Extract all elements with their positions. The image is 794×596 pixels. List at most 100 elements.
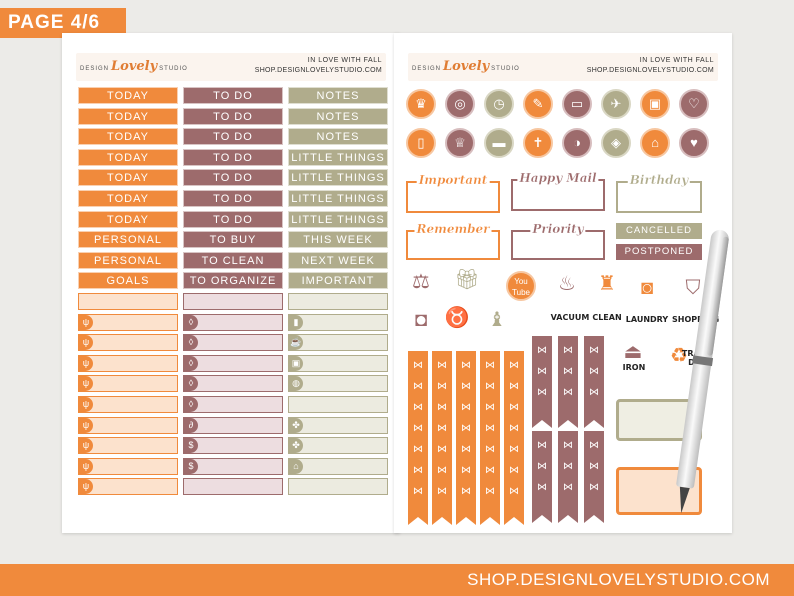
spray-bottle-icon: ♜: [598, 273, 616, 295]
label-sticker: TO BUY: [183, 231, 283, 249]
dollar-icon: $: [184, 438, 198, 454]
column-orange: TODAY TODAY TODAY TODAY TODAY TODAY TODA…: [78, 87, 178, 499]
meal-box-sticker: ψ: [78, 375, 178, 393]
iron-caption: IRON: [622, 363, 646, 372]
fork-knife-icon: ψ: [79, 438, 93, 454]
blank-box-sticker: [288, 478, 388, 496]
piggy-bank-icon: ♉: [444, 307, 470, 329]
happy-mail-box-sticker: Happy Mail: [511, 171, 605, 211]
fuel-box-sticker: ▮: [288, 313, 388, 331]
label-sticker: NOTES: [288, 87, 388, 104]
bow-flag-sticker: ⋈ ⋈ ⋈: [584, 336, 604, 428]
fork-knife-icon: ψ: [79, 314, 93, 330]
scale-icon: ⚖: [412, 271, 430, 293]
label-sticker: PERSONAL: [78, 231, 178, 249]
dentist-box-sticker: ⌂: [288, 457, 388, 475]
label-sticker: TO DO: [183, 148, 283, 166]
alarm-clock-icon: ◷: [484, 89, 514, 119]
book-icon: ✝: [523, 128, 553, 158]
trash-can-icon: ♻: [670, 345, 688, 367]
column-sage: NOTES NOTES NOTES LITTLE THINGS LITTLE T…: [288, 87, 388, 499]
water-bottle-icon: ◊: [184, 376, 198, 392]
label-sticker: NOTES: [288, 107, 388, 125]
bow-flag-sticker: ⋈ ⋈ ⋈: [532, 431, 552, 523]
brand-logo: DESIGN Lovely STUDIO: [80, 59, 188, 74]
label-sticker: TO DO: [183, 87, 283, 104]
fork-knife-icon: ψ: [79, 376, 93, 392]
youtube-icon: You Tube: [506, 271, 536, 301]
tablet-icon: ▯: [406, 128, 436, 158]
label-sticker: NEXT WEEK: [288, 251, 388, 269]
water-bottle-icon: ◊: [184, 396, 198, 412]
meal-box-sticker: ψ: [78, 416, 178, 434]
bow-flag-sticker: ⋈ ⋈ ⋈ ⋈ ⋈ ⋈ ⋈: [480, 351, 500, 525]
bow-flag-sticker: ⋈ ⋈ ⋈ ⋈ ⋈ ⋈ ⋈: [504, 351, 524, 525]
dollar-icon: $: [184, 458, 198, 474]
label-sticker: NOTES: [288, 128, 388, 146]
bow-flag-sticker: ⋈ ⋈ ⋈: [558, 431, 578, 523]
label-sticker: PERSONAL: [78, 251, 178, 269]
stethoscope-icon: ∂: [184, 417, 198, 433]
label-sticker: THIS WEEK: [288, 231, 388, 249]
doctor-box-sticker: ∂: [183, 416, 283, 434]
label-sticker: TODAY: [78, 128, 178, 146]
cancelled-banner: CANCELLED: [616, 223, 702, 239]
label-sticker: LITTLE THINGS: [288, 210, 388, 228]
washing-machine-icon: ◙: [640, 277, 654, 299]
iron-icon: ⏏: [623, 341, 643, 363]
present-icon: 🎁︎: [454, 269, 480, 291]
sheet-url: SHOP.DESIGNLOVELYSTUDIO.COM: [586, 67, 714, 74]
sheet-title: IN LOVE WITH FALL: [639, 57, 714, 64]
bow-flag-sticker: ⋈ ⋈ ⋈: [532, 336, 552, 428]
label-sticker: LITTLE THINGS: [288, 189, 388, 207]
clean-caption: CLEAN: [592, 313, 622, 322]
blank-box-sticker: [183, 478, 283, 496]
important-box-sticker: Important: [406, 173, 500, 213]
blank-box-sticker: [288, 292, 388, 310]
meal-box-sticker: ψ: [78, 354, 178, 372]
water-box-sticker: ◊: [183, 375, 283, 393]
birthday-box-sticker: Birthday: [616, 173, 702, 213]
laptop-icon: ▭: [562, 89, 592, 119]
water-box-sticker: ◊: [183, 334, 283, 352]
label-sticker: IMPORTANT: [288, 272, 388, 290]
pill-bottle-icon: ◈: [601, 128, 631, 158]
postponed-banner: POSTPONED: [616, 244, 702, 260]
brand-logo: DESIGN Lovely STUDIO: [412, 59, 520, 74]
blank-box-sticker: [183, 292, 283, 310]
label-sticker: TODAY: [78, 107, 178, 125]
shopping-bag-icon: ▣: [289, 355, 303, 371]
sheet-header: DESIGN Lovely STUDIO IN LOVE WITH FALL SHO…: [76, 53, 386, 81]
fork-knife-icon: ψ: [79, 417, 93, 433]
water-box-sticker: ◊: [183, 395, 283, 413]
camera-icon: ◘: [414, 309, 428, 331]
vacuum-icon: ♨: [558, 273, 576, 295]
label-sticker: TODAY: [78, 189, 178, 207]
bow-flag-sticker: ⋈ ⋈ ⋈ ⋈ ⋈ ⋈ ⋈: [408, 351, 428, 525]
label-sticker: TODAY: [78, 87, 178, 104]
house-icon: ⌂: [640, 128, 670, 158]
sheet-url: SHOP.DESIGNLOVELYSTUDIO.COM: [254, 67, 382, 74]
meal-box-sticker: ψ: [78, 457, 178, 475]
bow-flag-sticker: ⋈ ⋈ ⋈ ⋈ ⋈ ⋈ ⋈: [456, 351, 476, 525]
paw-icon: ✤: [289, 438, 303, 454]
coffee-box-sticker: ☕: [288, 334, 388, 352]
column-mauve: TO DO TO DO TO DO TO DO TO DO TO DO TO D…: [183, 87, 283, 499]
label-sticker: TODAY: [78, 148, 178, 166]
shopping-box-sticker: ▣: [288, 354, 388, 372]
bow-flag-sticker: ⋈ ⋈ ⋈ ⋈ ⋈ ⋈ ⋈: [432, 351, 452, 525]
blank-box-sticker: [288, 395, 388, 413]
gas-pump-icon: ▮: [289, 314, 303, 330]
label-sticker: TO ORGANIZE: [183, 272, 283, 290]
fork-knife-icon: ψ: [79, 458, 93, 474]
label-sticker: TODAY: [78, 169, 178, 187]
blank-box-sticker: [78, 292, 178, 310]
meal-box-sticker: ψ: [78, 437, 178, 455]
water-bottle-icon: ◊: [184, 335, 198, 351]
fork-knife-icon: ψ: [79, 479, 93, 495]
pills-icon: ◑: [562, 128, 592, 158]
heartbeat-icon: ♡: [679, 89, 709, 119]
gift-icon: ♥: [679, 128, 709, 158]
pet-box-sticker: ✤: [288, 437, 388, 455]
label-sticker: TO DO: [183, 107, 283, 125]
